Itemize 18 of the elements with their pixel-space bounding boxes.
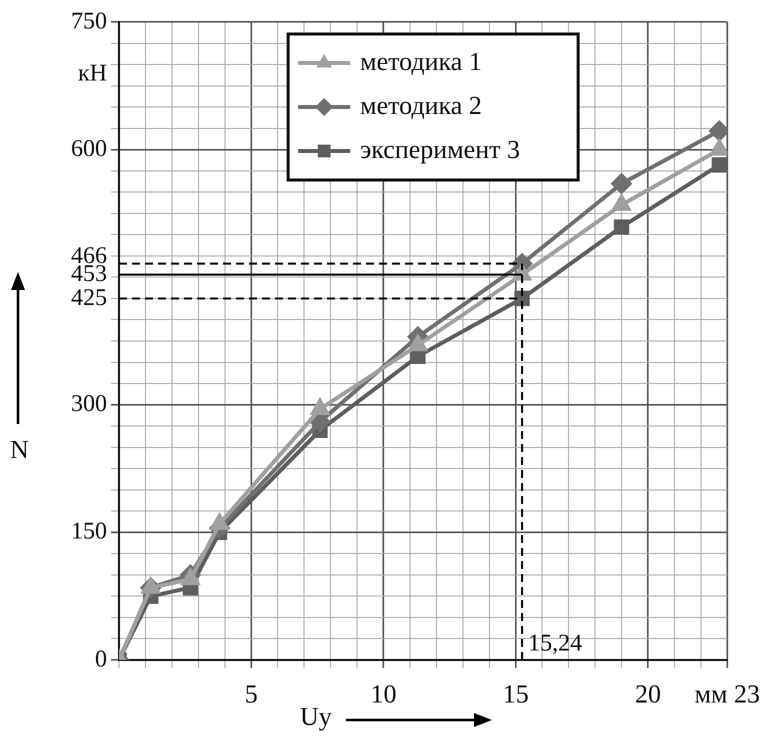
y-tick-label: 150 [71,518,107,545]
x-tick-label: 10 [370,679,396,708]
ref-line-label: 15,24 [528,630,582,656]
y-tick-label: 750 [71,8,107,34]
y-tick-label: 300 [71,391,107,418]
x-tick-label: 15 [502,679,529,708]
y-tick-label: 0 [95,646,107,672]
x-tick-label: мм 23 [694,679,760,708]
legend-label: методика 2 [360,90,482,120]
x-tick-label: 5 [244,679,258,708]
ref-line-label: 425 [71,284,107,311]
x-tick-label: 20 [634,679,661,708]
legend-label: эксперимент 3 [360,134,520,164]
x-axis-title: Uy [300,702,332,732]
legend-label: методика 1 [360,46,482,76]
y-axis-title: N [10,435,29,465]
y-tick-label: 600 [71,136,107,162]
text: кН [78,60,107,86]
